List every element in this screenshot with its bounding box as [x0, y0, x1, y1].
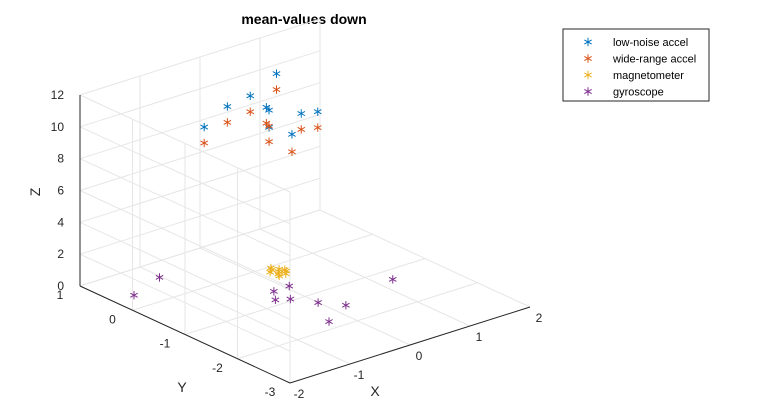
- grid-line-wall-y1-z: [79, 50, 321, 128]
- point-gyroscope: [314, 298, 323, 307]
- point-low-noise-accel: [246, 91, 255, 101]
- point-low-noise-accel: [223, 102, 232, 111]
- point-gyroscope: [341, 301, 350, 310]
- legend-marker-low-noise-accel: [584, 37, 592, 47]
- point-wide-range-accel: [288, 147, 296, 156]
- legend-marker-gyroscope: [584, 87, 592, 96]
- grid-line-wall-x0-z: [79, 94, 291, 193]
- z-tick-label: 2: [57, 247, 64, 261]
- axis-box-edges: [79, 95, 531, 384]
- point-low-noise-accel: [288, 130, 296, 139]
- grid-line-wall-y1-z: [79, 209, 321, 287]
- x-axis-line: [289, 306, 531, 384]
- point-gyroscope: [286, 294, 295, 304]
- legend[interactable]: low-noise accel wide-range accel magnetome…: [562, 28, 710, 102]
- grid-line-wall-x0-z: [79, 126, 291, 225]
- point-magnetometer: [266, 263, 275, 273]
- y-tick-label: -3: [265, 385, 276, 399]
- x-tick-label: -2: [294, 387, 305, 401]
- grid-line-wall-y1-z: [79, 114, 321, 191]
- point-gyroscope: [155, 273, 164, 282]
- grid-line-wall-x0-z: [79, 253, 291, 352]
- grid-line-wall-y1-z: [79, 82, 321, 160]
- z-tick-label: 12: [51, 88, 65, 102]
- legend-label: magnetometer: [613, 70, 684, 82]
- x-tick-label: 2: [536, 311, 543, 325]
- z-tick-label: 6: [57, 184, 64, 198]
- z-tick-label: 4: [57, 215, 64, 229]
- point-low-noise-accel: [313, 107, 322, 116]
- point-low-noise-accel: [200, 122, 209, 132]
- grid-line-wall-x0-z: [79, 190, 291, 288]
- x-axis-label: X: [370, 383, 380, 399]
- point-low-noise-accel: [272, 69, 281, 78]
- point-wide-range-accel: [313, 123, 322, 132]
- point-wide-range-accel: [265, 137, 273, 146]
- point-magnetometer: [275, 271, 284, 281]
- point-gyroscope: [325, 317, 333, 326]
- x-tick-label: -1: [354, 368, 365, 382]
- y-axis-label: Y: [177, 379, 187, 395]
- point-wide-range-accel: [297, 125, 306, 134]
- point-wide-range-accel: [262, 119, 271, 128]
- z-tick-label: 0: [57, 279, 64, 293]
- point-gyroscope: [285, 281, 294, 291]
- point-magnetometer: [282, 266, 291, 276]
- grid-line-wall-y1-z: [79, 145, 321, 223]
- legend-label: wide-range accel: [612, 54, 696, 66]
- point-wide-range-accel: [223, 118, 232, 127]
- legend-label: low-noise accel: [613, 37, 688, 49]
- point-gyroscope: [130, 291, 138, 300]
- x-tick-label: 0: [416, 349, 423, 363]
- legend-marker-wide-range-accel: [584, 54, 592, 63]
- z-tick-label: 8: [57, 152, 64, 166]
- point-gyroscope: [271, 295, 280, 305]
- z-tick-label: 10: [51, 120, 65, 134]
- grid-line-wall-y1-z: [79, 18, 321, 96]
- point-wide-range-accel: [200, 138, 209, 148]
- grid-line-wall-x0-z: [79, 158, 291, 257]
- legend-marker-magnetometer: [584, 70, 592, 80]
- point-gyroscope: [388, 275, 397, 284]
- grid-line-floor-y: [132, 233, 373, 311]
- point-gyroscope: [269, 287, 278, 296]
- legend-box: [562, 28, 710, 102]
- z-axis-label: Z: [27, 187, 43, 196]
- y-axis-line: [79, 285, 291, 384]
- grid-line-floor-y: [184, 258, 426, 335]
- grid-line-wall-y1-z: [79, 177, 321, 255]
- data-points: [130, 69, 397, 326]
- grid-line-floor-y: [237, 282, 478, 360]
- y-tick-label: -2: [212, 361, 223, 375]
- x-tick-label: 1: [476, 330, 483, 344]
- grid-line-wall-x0-z: [79, 221, 291, 320]
- point-low-noise-accel: [297, 109, 306, 118]
- y-tick-label: 0: [109, 312, 116, 326]
- chart-title: mean-values down: [241, 11, 366, 27]
- y-tick-label: 1: [57, 288, 64, 302]
- y-tick-label: -1: [160, 337, 171, 351]
- point-low-noise-accel: [262, 103, 271, 112]
- point-wide-range-accel: [272, 85, 281, 94]
- point-wide-range-accel: [246, 107, 255, 116]
- legend-label: gyroscope: [613, 87, 664, 99]
